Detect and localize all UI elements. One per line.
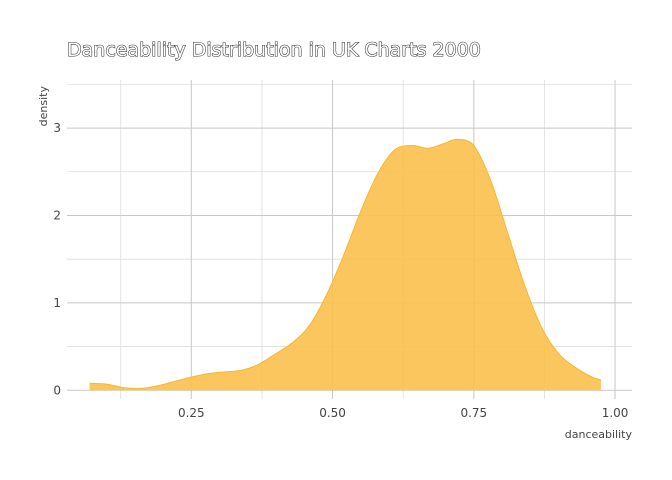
y-tick-label: 2: [53, 208, 61, 222]
y-tick-label: 0: [53, 383, 61, 397]
y-tick-label: 3: [53, 121, 61, 135]
y-axis-label: density: [37, 86, 50, 127]
x-tick-label: 0.25: [178, 406, 205, 420]
density-line: [89, 138, 602, 390]
x-axis-label: danceability: [565, 428, 633, 441]
x-tick-label: 0.75: [460, 406, 487, 420]
x-tick-label: 0.50: [319, 406, 346, 420]
density-fill: [89, 139, 601, 391]
x-tick-label: 1.00: [602, 406, 629, 420]
density-area: [89, 138, 602, 391]
y-axis-ticks: 0 1 2 3: [53, 121, 61, 397]
y-tick-label: 1: [53, 296, 61, 310]
chart-title: Danceability Distribution in UK Charts 2…: [67, 39, 481, 61]
x-axis-ticks: 0.25 0.50 0.75 1.00: [178, 406, 628, 420]
